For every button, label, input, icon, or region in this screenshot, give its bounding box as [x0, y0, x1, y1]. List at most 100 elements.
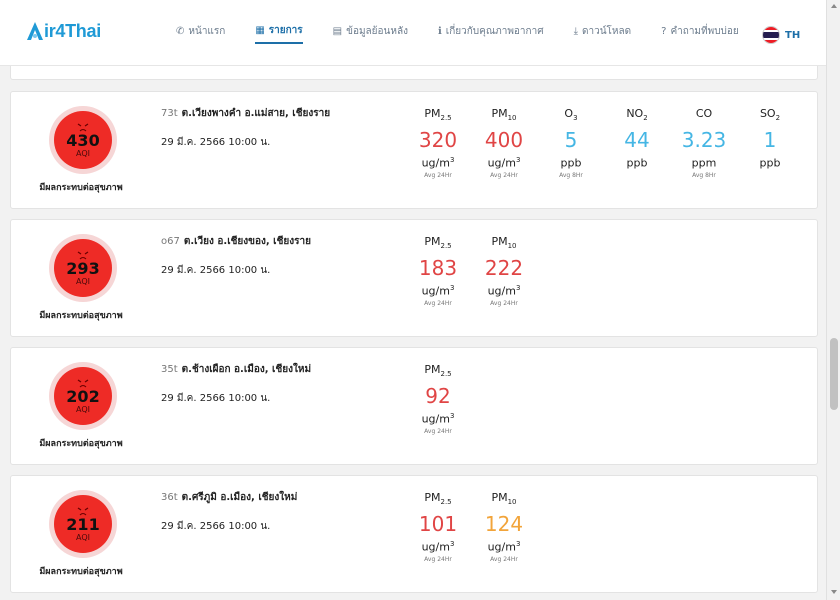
- main-nav: ✆ หน้าแรก ▦ รายการ ▤ ข้อมูลย้อนหลัง ℹ เก…: [176, 18, 769, 44]
- previous-card-bottom: [10, 66, 818, 80]
- aqi-value: 211: [66, 515, 100, 534]
- unit-text: ug/m: [421, 284, 450, 298]
- pollutant-value: 320: [418, 128, 458, 152]
- pollutant-cell: PM10 222 ug/m3 Avg 24Hr: [471, 234, 537, 308]
- unit-text: ug/m: [421, 540, 450, 554]
- nav-item-home[interactable]: ✆ หน้าแรก: [176, 18, 225, 44]
- unit-superscript: 3: [449, 156, 455, 164]
- unit-text: ug/m: [421, 412, 450, 426]
- question-icon: ?: [661, 25, 667, 37]
- nav-label: คำถามที่พบบ่อย: [670, 25, 739, 37]
- page-scrollbar[interactable]: [826, 0, 840, 600]
- aqi-circle: 430 AQI: [54, 111, 112, 169]
- pollutant-cell: SO2 1 ppb: [737, 106, 803, 180]
- pollutant-cell: PM2.5 183 ug/m3 Avg 24Hr: [405, 234, 471, 308]
- aqi-badge: 293 AQI: [49, 234, 117, 302]
- pollutant-unit: ppb: [737, 153, 803, 170]
- nav-item-history[interactable]: ▤ ข้อมูลย้อนหลัง: [333, 18, 408, 44]
- measure-datetime: 29 มี.ค. 2566 10:00 น.: [161, 393, 271, 404]
- unit-text: ug/m: [487, 540, 516, 554]
- pollutant-value: 183: [418, 256, 458, 280]
- pollutant-name: SO2: [737, 106, 803, 122]
- pollutant-unit: ug/m3: [405, 281, 471, 298]
- download-icon: ⤓: [573, 25, 578, 37]
- station-title[interactable]: 36t ต.ศรีภูมิ อ.เมือง, เชียงใหม่: [161, 490, 297, 505]
- info-icon: ℹ: [437, 25, 442, 37]
- nav-label: หน้าแรก: [188, 25, 226, 37]
- pollutant-unit: ug/m3: [471, 281, 537, 298]
- table-icon: ▤: [332, 25, 343, 37]
- unit-text: ppb: [560, 156, 582, 170]
- measure-datetime: 29 มี.ค. 2566 10:00 น.: [161, 137, 271, 148]
- pollutant-subscript: 10: [507, 498, 517, 507]
- average-period: [604, 172, 670, 180]
- station-title[interactable]: o67 ต.เวียง อ.เชียงของ, เชียงราย: [161, 234, 311, 249]
- pollutant-subscript: 10: [507, 114, 517, 123]
- average-period: Avg 24Hr: [424, 428, 452, 435]
- scroll-thumb[interactable]: [830, 338, 838, 410]
- logo-text: ir4Thai: [44, 20, 101, 41]
- language-switch[interactable]: TH: [762, 26, 800, 44]
- nav-item-faq[interactable]: ? คำถามที่พบบ่อย: [661, 18, 739, 44]
- pollutant-unit: ppb: [604, 153, 670, 170]
- station-name: ต.เวียงพางคำ อ.แม่สาย, เชียงราย: [181, 108, 331, 119]
- pollutant-subscript: 10: [507, 242, 517, 251]
- station-card[interactable]: 202 AQI มีผลกระทบต่อสุขภาพ 35t ต.ช้างเผือก อ…: [10, 347, 818, 465]
- pollutant-symbol: PM: [491, 235, 508, 248]
- pollutant-symbol: PM: [424, 235, 441, 248]
- average-period: Avg 24Hr: [424, 300, 452, 307]
- nav-label: ข้อมูลย้อนหลัง: [346, 25, 408, 37]
- scroll-up-icon[interactable]: [831, 4, 837, 8]
- thai-flag-icon: [762, 26, 780, 44]
- pollutant-cell: O3 5 ppb Avg 8Hr: [538, 106, 604, 180]
- average-period: Avg 8Hr: [692, 172, 716, 179]
- unit-superscript: 3: [515, 156, 521, 164]
- station-card[interactable]: 293 AQI มีผลกระทบต่อสุขภาพ o67 ต.เวียง อ.เชี…: [10, 219, 818, 337]
- unit-text: ppb: [626, 156, 648, 170]
- average-period: Avg 24Hr: [424, 556, 452, 563]
- aqi-face-icon: [77, 507, 89, 516]
- pollutant-value: 5: [564, 128, 578, 152]
- pollutant-unit: ug/m3: [405, 153, 471, 170]
- pollutant-name: CO: [671, 106, 737, 122]
- aqi-circle: 293 AQI: [54, 239, 112, 297]
- nav-item-about[interactable]: ℹ เกี่ยวกับคุณภาพอากาศ: [438, 18, 544, 44]
- aqi-value: 293: [66, 259, 100, 278]
- pollutant-symbol: PM: [424, 491, 441, 504]
- air4thai-logo[interactable]: ir4Thai: [26, 19, 101, 43]
- station-code: 35t: [161, 364, 178, 375]
- unit-text: ug/m: [421, 156, 450, 170]
- pollutant-unit: ug/m3: [471, 537, 537, 554]
- aqi-circle: 211 AQI: [54, 495, 112, 553]
- nav-item-list[interactable]: ▦ รายการ: [255, 18, 303, 44]
- pollutant-cell: NO2 44 ppb: [604, 106, 670, 180]
- nav-label: ดาวน์โหลด: [581, 25, 632, 37]
- scroll-down-icon[interactable]: [831, 590, 837, 594]
- pollutant-value: 222: [484, 256, 524, 280]
- pollutant-symbol: PM: [491, 491, 508, 504]
- aqi-badge: 202 AQI: [49, 362, 117, 430]
- station-code: 73t: [161, 108, 178, 119]
- station-name: ต.เวียง อ.เชียงของ, เชียงราย: [183, 236, 311, 247]
- aqi-face-icon: [77, 123, 89, 132]
- station-card[interactable]: 211 AQI มีผลกระทบต่อสุขภาพ 36t ต.ศรีภูมิ อ.เ…: [10, 475, 818, 593]
- pollutant-symbol: SO: [759, 107, 776, 120]
- aqi-circle: 202 AQI: [54, 367, 112, 425]
- pollutant-subscript: 2: [643, 114, 648, 123]
- unit-superscript: 3: [449, 540, 455, 548]
- pollutant-subscript: 2.5: [440, 242, 452, 251]
- station-title[interactable]: 73t ต.เวียงพางคำ อ.แม่สาย, เชียงราย: [161, 106, 330, 121]
- pollutant-value: 124: [484, 512, 524, 536]
- station-title[interactable]: 35t ต.ช้างเผือก อ.เมือง, เชียงใหม่: [161, 362, 311, 377]
- home-touch-icon: ✆: [176, 25, 185, 37]
- nav-item-download[interactable]: ⤓ ดาวน์โหลด: [574, 18, 632, 44]
- station-card[interactable]: 430 AQI มีผลกระทบต่อสุขภาพ 73t ต.เวียงพางคำ …: [10, 91, 818, 209]
- pollutant-cell: PM2.5 92 ug/m3 Avg 24Hr: [405, 362, 471, 436]
- aqi-value: 430: [66, 131, 100, 150]
- pollutant-symbol: PM: [424, 107, 441, 120]
- logo-a-icon: [27, 22, 43, 40]
- pollutant-name: PM2.5: [405, 490, 471, 506]
- health-status: มีผลกระทบต่อสุขภาพ: [39, 439, 123, 449]
- pollutant-subscript: 2.5: [440, 114, 452, 123]
- average-period: Avg 24Hr: [490, 556, 518, 563]
